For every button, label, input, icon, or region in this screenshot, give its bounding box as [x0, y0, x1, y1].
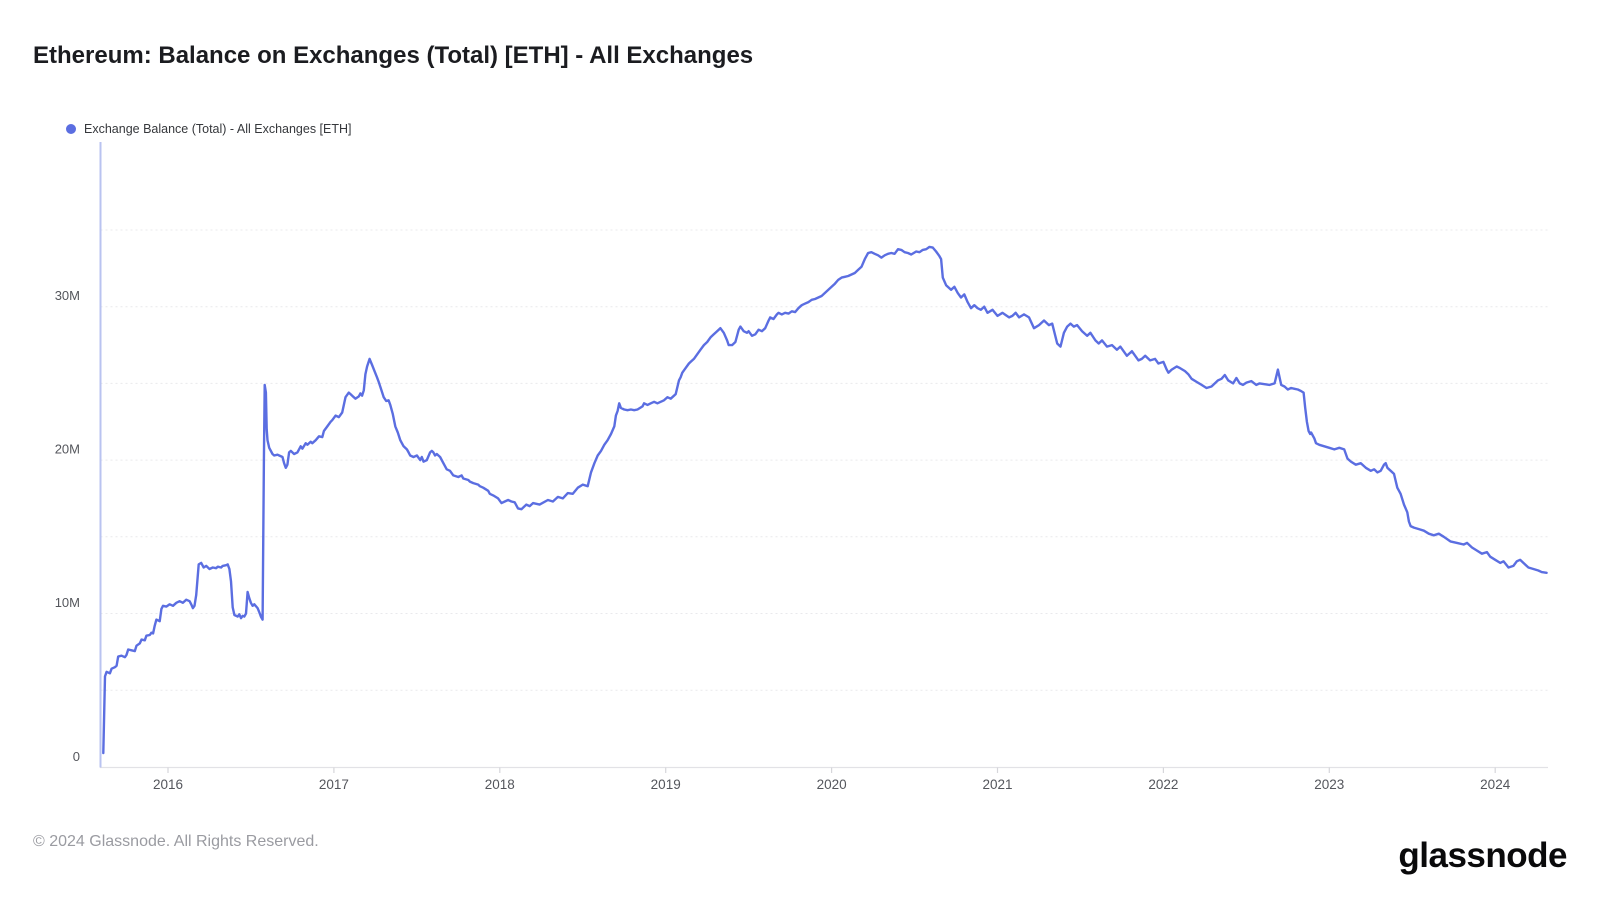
x-axis-tick-label: 2018 — [485, 777, 515, 792]
x-axis-tick-label: 2017 — [319, 777, 349, 792]
page-title: Ethereum: Balance on Exchanges (Total) [… — [33, 42, 754, 69]
x-axis-tick-labels: 2016 2017 2018 2019 2020 2021 2022 2023 2024 — [153, 777, 1511, 792]
y-axis-tick-label-30M: 30M — [55, 288, 80, 303]
x-axis-tick-marks — [167, 767, 1496, 773]
y-axis-tick-label-0: 0 — [73, 749, 80, 764]
x-axis-tick-label: 2023 — [1314, 777, 1344, 792]
y-axis-tick-label-10M: 10M — [55, 595, 80, 610]
series-line[interactable] — [102, 245, 1548, 755]
legend-series-dot-icon — [66, 124, 76, 134]
legend[interactable]: Exchange Balance (Total) - All Exchanges… — [66, 122, 352, 136]
x-axis-tick-label: 2020 — [817, 777, 847, 792]
x-axis-tick-label: 2021 — [982, 777, 1012, 792]
x-axis-tick-label: 2016 — [153, 777, 183, 792]
x-axis-tick-label: 2019 — [651, 777, 681, 792]
gridlines — [100, 229, 1548, 691]
x-axis-tick-label: 2022 — [1148, 777, 1178, 792]
legend-series-label: Exchange Balance (Total) - All Exchanges… — [84, 122, 352, 136]
y-axis-tick-label-20M: 20M — [55, 442, 80, 457]
glassnode-logo: glassnode — [1398, 836, 1567, 875]
axes — [99, 142, 1548, 769]
x-axis-tick-label: 2024 — [1480, 777, 1511, 792]
copyright-text: © 2024 Glassnode. All Rights Reserved. — [33, 833, 319, 850]
y-axis-tick-labels: 0 10M 20M 30M — [55, 288, 80, 764]
